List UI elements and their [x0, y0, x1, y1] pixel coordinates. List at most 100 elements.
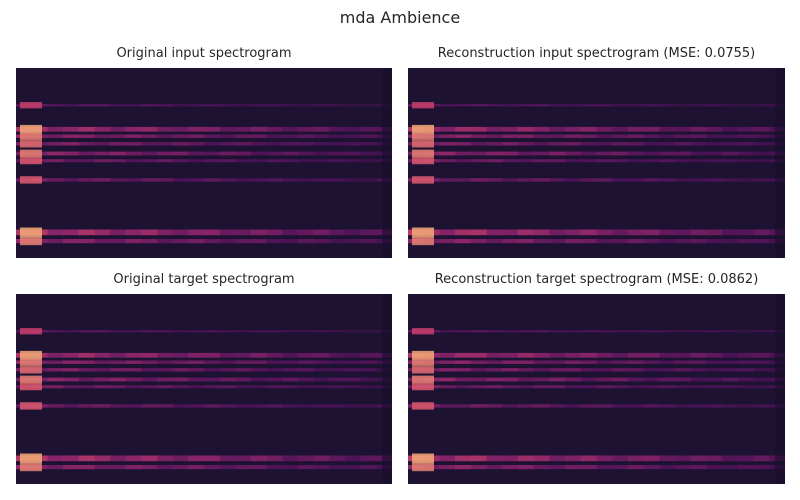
spectrogram-band-cell [596, 368, 613, 372]
spectrogram-band-cell [360, 229, 377, 236]
spectrogram-band-cell [753, 134, 770, 138]
spectrogram-band-cell [690, 229, 707, 236]
spectrogram-band-cell [251, 360, 268, 364]
spectrogram-band-cell [565, 455, 582, 462]
spectrogram-band-cell [565, 126, 582, 132]
spectrogram-band-cell [298, 178, 315, 182]
spectrogram-band-cell [455, 455, 472, 462]
spectrogram-band-cell [706, 368, 723, 372]
spectrogram-band-cell [439, 151, 456, 156]
spectrogram-band-cell [172, 404, 189, 408]
spectrogram-band-cell [188, 368, 205, 372]
spectrogram-onset [20, 176, 42, 184]
spectrogram-band-cell [204, 239, 221, 244]
spectrogram-band-cell [455, 229, 472, 236]
spectrogram-band-cell [675, 151, 692, 156]
spectrogram-band-cell [439, 142, 456, 146]
spectrogram-band-cell [345, 377, 362, 382]
spectrogram-band-cell [282, 404, 299, 408]
spectrogram-band-cell [612, 352, 629, 358]
spectrogram-band-cell [580, 239, 597, 244]
spectrogram-band-cell [157, 229, 174, 236]
heatmap-background [408, 294, 785, 484]
spectrogram-band-cell [94, 178, 111, 182]
spectrogram-band-cell [549, 377, 566, 382]
spectrogram-band-cell [345, 360, 362, 364]
spectrogram-band-cell [125, 126, 142, 132]
spectrogram-band-cell [251, 368, 268, 372]
spectrogram-band-cell [753, 126, 770, 132]
spectrogram-band-cell [78, 159, 95, 163]
spectrogram-band-cell [580, 229, 597, 236]
spectrogram-band-cell [125, 385, 142, 389]
spectrogram-band-cell [345, 142, 362, 146]
spectrogram-band-cell [251, 352, 268, 358]
spectrogram-band-cell [266, 368, 283, 372]
spectrogram-onset [20, 102, 42, 109]
spectrogram-band-cell [47, 104, 64, 107]
spectrogram-band-cell [627, 126, 645, 132]
spectrogram-band-cell [282, 134, 299, 138]
spectrogram-band-cell [486, 385, 503, 389]
spectrogram-band-cell [157, 239, 174, 244]
spectrogram-band-cell [643, 104, 660, 107]
spectrogram-band-cell [141, 404, 158, 408]
spectrogram-band-cell [235, 330, 252, 333]
spectrogram-band-cell [251, 104, 268, 107]
spectrogram-band-cell [313, 126, 330, 132]
spectrogram-band-cell [110, 352, 127, 358]
spectrogram-band-cell [737, 239, 755, 244]
spectrogram-band-cell [706, 151, 723, 156]
spectrogram-band-cell [266, 151, 283, 156]
spectrogram-band-cell [659, 368, 676, 372]
spectrogram-band-cell [204, 151, 221, 156]
spectrogram-band-cell [282, 465, 299, 470]
spectrogram-band-cell [125, 239, 142, 244]
spectrogram-band-cell [706, 104, 723, 107]
spectrogram-band-cell [345, 178, 362, 182]
spectrogram-band-cell [329, 360, 346, 364]
spectrogram-band-cell [627, 385, 645, 389]
spectrogram-band-cell [47, 360, 64, 364]
panel-title: Reconstruction target spectrogram (MSE: … [434, 272, 759, 287]
spectrogram-band-cell [517, 239, 535, 244]
spectrogram-band-cell [219, 385, 236, 389]
spectrogram-band-cell [78, 377, 95, 382]
spectrogram-band-cell [251, 229, 268, 236]
spectrogram-band-cell [47, 368, 64, 372]
spectrogram-band-cell [596, 229, 613, 236]
spectrogram-band-cell [549, 465, 566, 470]
spectrogram-band-cell [439, 368, 456, 372]
spectrogram-band-cell [266, 385, 283, 389]
spectrogram-band-cell [549, 142, 566, 146]
spectrogram-band-cell [470, 142, 488, 146]
spectrogram-band-cell [502, 142, 519, 146]
spectrogram-band-cell [737, 330, 755, 333]
spectrogram-band-cell [549, 368, 566, 372]
spectrogram-band-cell [94, 126, 111, 132]
spectrogram-band-cell [439, 352, 456, 358]
spectrogram-band-cell [565, 159, 582, 163]
spectrogram-band-cell [172, 151, 189, 156]
spectrogram-band-cell [612, 360, 629, 364]
heatmap-edge [382, 294, 392, 484]
spectrogram-band-cell [251, 455, 268, 462]
spectrogram-band-cell [643, 178, 660, 182]
spectrogram-band-cell [565, 330, 582, 333]
spectrogram-band-cell [360, 377, 377, 382]
spectrogram-band-cell [298, 239, 315, 244]
spectrogram-band-cell [63, 151, 80, 156]
spectrogram-band-cell [737, 159, 755, 163]
spectrogram-band-cell [596, 151, 613, 156]
spectrogram-band-cell [360, 151, 377, 156]
spectrogram-band-cell [470, 229, 488, 236]
spectrogram-band-cell [737, 178, 755, 182]
spectrogram-band-cell [659, 159, 676, 163]
spectrogram-band-cell [141, 178, 158, 182]
spectrogram-band-cell [737, 134, 755, 138]
spectrogram-band-cell [235, 178, 252, 182]
spectrogram-band-cell [502, 368, 519, 372]
spectrogram-onset [412, 140, 434, 148]
spectrogram-band-cell [455, 360, 472, 364]
spectrogram-band-cell [470, 465, 488, 470]
